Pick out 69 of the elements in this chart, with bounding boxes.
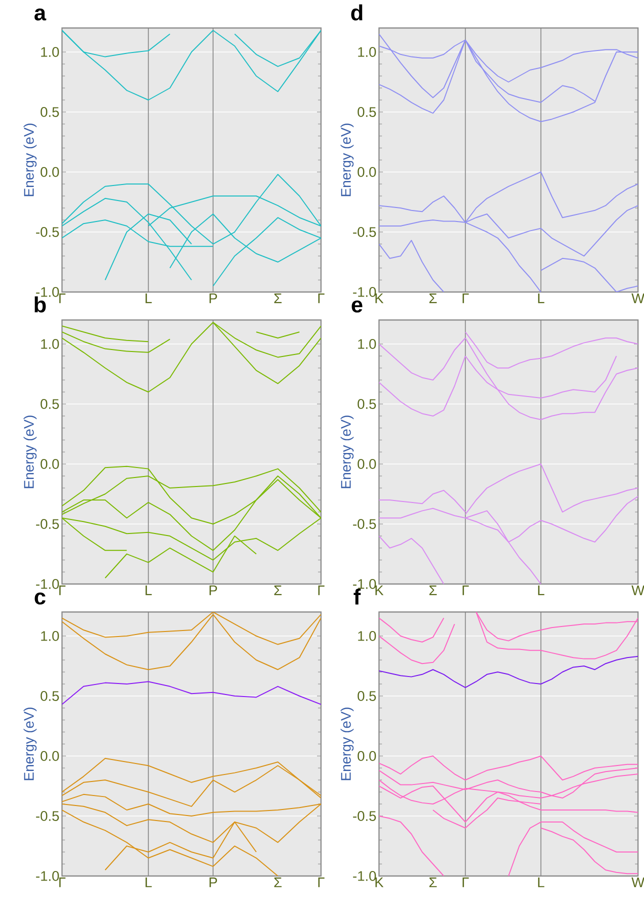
y-tick-label: 0.0: [40, 167, 59, 177]
x-tick-label: Σ: [429, 294, 437, 304]
y-axis-title: Energy (eV): [24, 708, 37, 780]
y-tick-label: 0.5: [358, 399, 376, 409]
x-tick-label: Γ: [59, 878, 66, 888]
x-tick-label: L: [146, 878, 152, 888]
y-tick-label: -0.5: [36, 519, 59, 529]
y-tick-label: -1.0: [36, 871, 59, 881]
y-tick-label: 1.0: [41, 47, 59, 57]
y-tick-label: 1.0: [358, 47, 376, 57]
x-tick-label: K: [375, 878, 384, 888]
y-tick-label: 0.5: [358, 691, 376, 701]
y-tick-label: 0.0: [40, 459, 59, 469]
y-tick-label: -1.0: [36, 287, 59, 297]
y-tick-label: 0.5: [40, 691, 59, 701]
x-tick-label: Γ: [462, 586, 469, 596]
chart-title: f: [354, 588, 361, 605]
x-tick-label: Σ: [274, 586, 282, 596]
y-tick-label: 0.5: [40, 399, 59, 409]
y-tick-label: -1.0: [353, 287, 376, 297]
y-axis-title: Energy (eV): [340, 124, 354, 196]
x-tick-label: K: [375, 294, 384, 304]
y-tick-label: 1.0: [358, 631, 376, 641]
y-tick-label: -0.5: [353, 811, 376, 821]
y-tick-label: -0.5: [353, 519, 376, 529]
x-tick-label: Γ: [462, 878, 469, 888]
x-tick-label: Γ: [318, 586, 324, 596]
y-tick-label: 0.5: [358, 107, 376, 117]
x-tick-label: L: [538, 294, 544, 304]
x-tick-label: P: [210, 294, 218, 304]
y-axis-title: Energy (eV): [24, 124, 37, 196]
y-axis-title: Energy (eV): [340, 708, 354, 780]
x-tick-label: Σ: [429, 878, 437, 888]
y-tick-label: 1.0: [358, 339, 376, 349]
y-tick-label: 0.0: [358, 167, 376, 177]
chart-title: a: [34, 8, 46, 21]
x-tick-label: L: [146, 586, 152, 596]
x-tick-label: Γ: [462, 294, 469, 304]
x-tick-label: L: [538, 878, 544, 888]
x-tick-label: Γ: [59, 586, 66, 596]
x-tick-label: L: [538, 586, 544, 596]
x-tick-label: P: [210, 586, 218, 596]
y-tick-label: -1.0: [36, 579, 59, 589]
y-tick-label: -1.0: [353, 871, 376, 881]
y-axis-title: Energy (eV): [340, 416, 354, 488]
y-tick-label: 0.0: [358, 459, 376, 469]
x-tick-label: L: [146, 294, 152, 304]
chart-title: d: [351, 4, 362, 21]
y-tick-label: 0.0: [358, 751, 376, 761]
y-tick-label: -1.0: [353, 579, 376, 589]
x-tick-label: Γ: [318, 878, 324, 888]
x-tick-label: P: [210, 878, 218, 888]
y-tick-label: 0.0: [40, 751, 59, 761]
x-tick-label: Σ: [274, 878, 282, 888]
x-tick-label: Γ: [318, 294, 324, 304]
y-tick-label: 1.0: [41, 631, 59, 641]
y-tick-label: -0.5: [36, 811, 59, 821]
x-tick-label: K: [375, 586, 384, 596]
y-tick-label: -0.5: [36, 227, 59, 237]
chart-title: b: [34, 296, 46, 313]
y-tick-label: 0.5: [40, 107, 59, 117]
y-axis-title: Energy (eV): [24, 416, 37, 488]
chart-title: e: [352, 300, 362, 313]
y-tick-label: 1.0: [41, 339, 59, 349]
x-tick-label: Σ: [429, 586, 437, 596]
chart-title: c: [34, 592, 46, 605]
x-tick-label: Σ: [274, 294, 282, 304]
y-tick-label: -0.5: [353, 227, 376, 237]
x-tick-label: Γ: [59, 294, 66, 304]
